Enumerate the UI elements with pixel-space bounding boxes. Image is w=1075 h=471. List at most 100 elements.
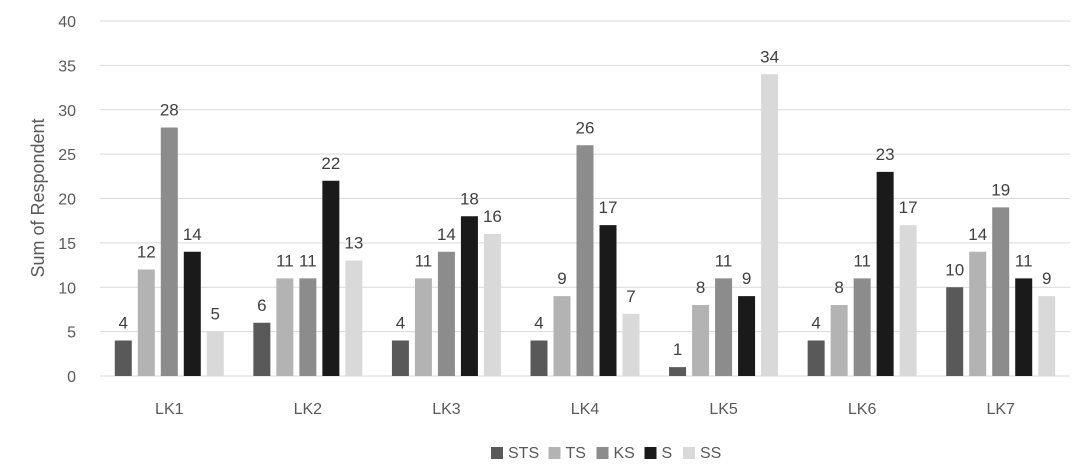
legend-label-s: S bbox=[662, 445, 673, 462]
legend-swatch-sts bbox=[491, 447, 503, 459]
data-label-lk7-sts: 10 bbox=[945, 260, 964, 279]
bar-lk6-ks bbox=[853, 278, 871, 376]
bar-lk1-ks bbox=[160, 127, 178, 376]
bar-lk5-s bbox=[738, 296, 756, 376]
data-label-lk5-ks: 11 bbox=[715, 251, 733, 270]
y-tick-label: 20 bbox=[58, 192, 76, 209]
data-label-lk3-ss: 16 bbox=[483, 207, 502, 226]
data-label-lk7-s: 11 bbox=[1015, 251, 1033, 270]
bar-lk4-ks bbox=[576, 145, 594, 376]
bar-lk7-s bbox=[1015, 278, 1033, 376]
bar-lk6-ss bbox=[899, 225, 917, 376]
legend-label-ss: SS bbox=[700, 445, 721, 462]
data-label-lk5-ts: 8 bbox=[696, 278, 705, 297]
legend-swatch-ss bbox=[683, 447, 695, 459]
bar-lk2-s bbox=[322, 180, 340, 376]
data-label-lk1-ks: 28 bbox=[160, 101, 179, 120]
x-tick-label: LK7 bbox=[986, 401, 1015, 418]
data-label-lk2-ks: 11 bbox=[299, 251, 317, 270]
data-label-lk1-ts: 12 bbox=[137, 243, 156, 262]
y-axis-ticks: 0 5 10 15 20 25 30 35 40 bbox=[58, 14, 76, 386]
bar-lk5-ks bbox=[715, 278, 733, 376]
legend-label-ts: TS bbox=[566, 445, 586, 462]
x-tick-label: LK3 bbox=[432, 401, 461, 418]
bar-lk1-ts bbox=[137, 269, 155, 376]
y-tick-label: 35 bbox=[58, 58, 76, 75]
bar-lk3-ks bbox=[437, 251, 455, 376]
data-label-lk3-sts: 4 bbox=[396, 314, 405, 333]
bar-lk7-ks bbox=[992, 207, 1010, 376]
x-tick-label: LK5 bbox=[709, 401, 738, 418]
legend-label-ks: KS bbox=[614, 445, 635, 462]
legend-swatch-ts bbox=[548, 447, 561, 459]
bar-lk3-ts bbox=[414, 278, 432, 376]
x-tick-label: LK1 bbox=[155, 401, 184, 418]
bar-lk6-sts bbox=[807, 340, 825, 376]
data-label-lk2-sts: 6 bbox=[257, 296, 266, 315]
x-tick-label: LK6 bbox=[848, 401, 877, 418]
bar-lk4-s bbox=[599, 225, 617, 376]
bar-lk1-s bbox=[183, 251, 201, 376]
legend: STS TS KS S SS bbox=[491, 445, 721, 462]
data-label-lk7-ts: 14 bbox=[968, 225, 987, 244]
y-tick-label: 30 bbox=[58, 103, 76, 120]
y-tick-label: 5 bbox=[67, 325, 76, 342]
data-label-lk2-ts: 11 bbox=[276, 251, 294, 270]
x-tick-label: LK4 bbox=[571, 401, 600, 418]
data-label-lk4-ts: 9 bbox=[557, 269, 566, 288]
bar-lk1-ss bbox=[206, 331, 224, 376]
bar-lk4-ss bbox=[622, 313, 640, 376]
data-label-lk3-s: 18 bbox=[460, 189, 479, 208]
bar-lk4-ts bbox=[553, 296, 571, 376]
data-label-lk4-s: 17 bbox=[599, 198, 618, 217]
bar-lk2-sts bbox=[253, 322, 271, 376]
data-label-lk4-sts: 4 bbox=[534, 314, 543, 333]
data-label-lk2-ss: 13 bbox=[344, 234, 363, 253]
bar-lk2-ks bbox=[299, 278, 317, 376]
bar-lk7-sts bbox=[946, 287, 964, 376]
data-label-lk6-ts: 8 bbox=[834, 278, 843, 297]
data-label-lk7-ss: 9 bbox=[1042, 269, 1051, 288]
bar-lk2-ss bbox=[345, 260, 363, 376]
data-label-lk5-ss: 34 bbox=[760, 47, 779, 66]
y-tick-label: 0 bbox=[67, 369, 76, 386]
bar-lk7-ts bbox=[969, 251, 987, 376]
data-label-lk3-ks: 14 bbox=[437, 225, 456, 244]
bar-lk6-s bbox=[876, 171, 894, 376]
bar-lk3-sts bbox=[391, 340, 409, 376]
bar-lk7-ss bbox=[1038, 296, 1056, 376]
y-axis-title: Sum of Respondent bbox=[28, 118, 48, 277]
data-label-lk4-ss: 7 bbox=[626, 287, 635, 306]
legend-swatch-ks bbox=[596, 447, 609, 459]
bar-lk2-ts bbox=[276, 278, 294, 376]
bar-lk1-sts bbox=[114, 340, 132, 376]
data-label-lk5-sts: 1 bbox=[673, 340, 682, 359]
data-label-lk6-ss: 17 bbox=[899, 198, 918, 217]
data-label-lk2-s: 22 bbox=[321, 154, 340, 173]
data-label-lk7-ks: 19 bbox=[991, 180, 1010, 199]
bar-lk4-sts bbox=[530, 340, 548, 376]
data-label-lk1-ss: 5 bbox=[211, 305, 220, 324]
legend-swatch-s bbox=[644, 447, 657, 459]
bars bbox=[114, 74, 1056, 376]
data-label-lk6-s: 23 bbox=[876, 145, 895, 164]
bar-lk3-s bbox=[460, 216, 478, 376]
y-tick-label: 40 bbox=[58, 14, 76, 31]
x-axis-ticks: LK1 LK2 LK3 LK4 LK5 LK6 LK7 bbox=[155, 401, 1015, 418]
bar-lk5-sts bbox=[669, 367, 687, 376]
data-label-lk1-s: 14 bbox=[183, 225, 202, 244]
y-tick-label: 25 bbox=[58, 147, 76, 164]
data-label-lk6-sts: 4 bbox=[811, 314, 820, 333]
bar-lk3-ss bbox=[483, 234, 501, 376]
data-label-lk4-ks: 26 bbox=[576, 118, 595, 137]
data-label-lk3-ts: 11 bbox=[415, 251, 433, 270]
y-tick-label: 10 bbox=[58, 280, 76, 297]
x-tick-label: LK2 bbox=[294, 401, 323, 418]
bar-lk5-ss bbox=[761, 74, 779, 376]
bar-lk5-ts bbox=[692, 305, 710, 376]
bar-lk6-ts bbox=[830, 305, 848, 376]
y-tick-label: 15 bbox=[58, 236, 76, 253]
data-label-lk5-s: 9 bbox=[742, 269, 751, 288]
